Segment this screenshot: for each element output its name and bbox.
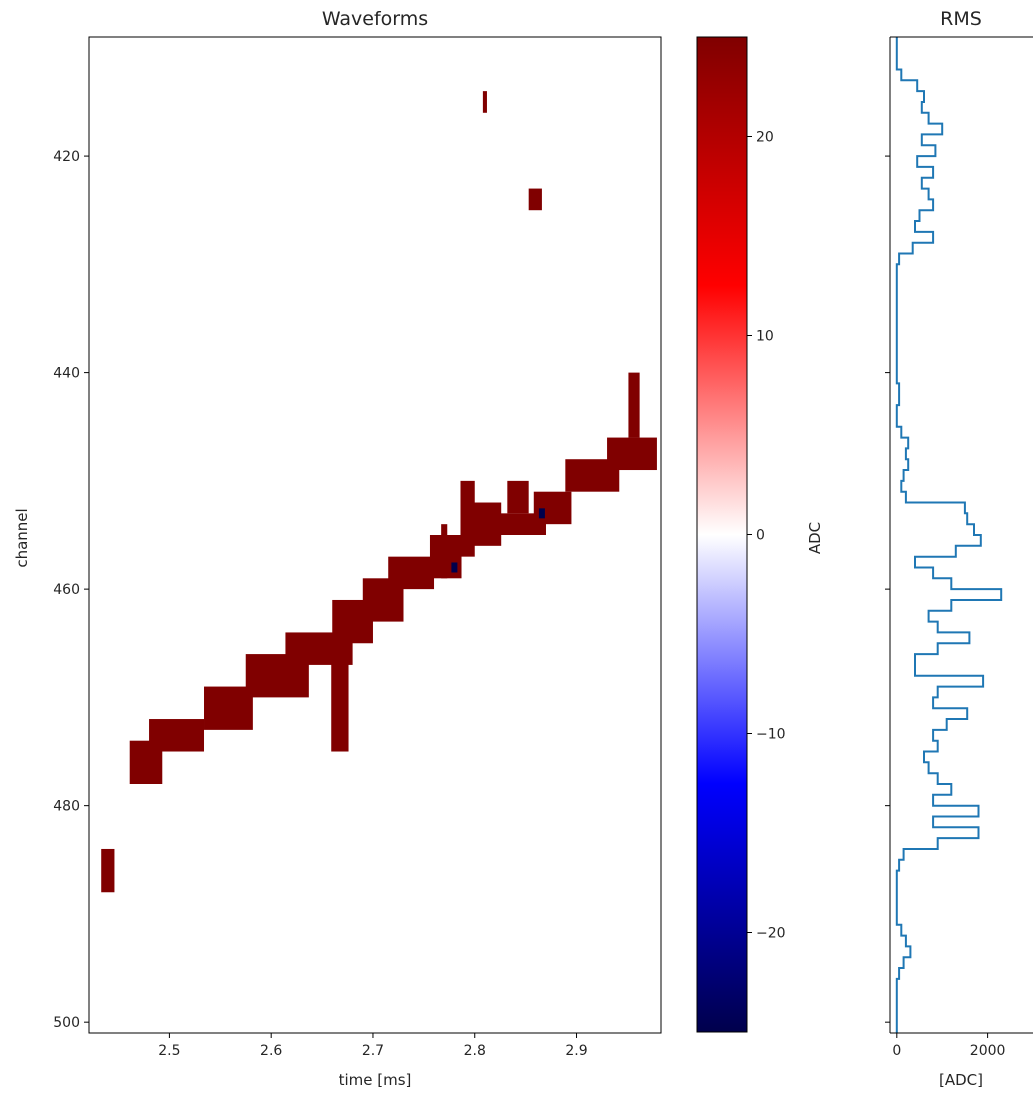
rms-series-line — [895, 37, 1003, 1033]
heatmap-layer — [101, 91, 657, 893]
waveforms-x-label: time [ms] — [339, 1071, 412, 1089]
colorbar-gradient — [696, 36, 748, 1033]
heatmap-region-4 — [149, 719, 205, 752]
waveforms-panel: 2.5 2.6 2.7 2.8 2.9 420 440 460 480 500 Waveform… — [13, 8, 662, 1089]
rms-x-ticks: 0 2000 — [892, 1033, 1005, 1059]
waveforms-y-tick-label: 460 — [53, 582, 80, 598]
heatmap-region-21 — [628, 372, 640, 438]
heatmap-region-1 — [528, 188, 542, 211]
waveforms-y-tick-label: 480 — [53, 799, 80, 815]
heatmap-region-9 — [331, 654, 349, 752]
heatmap-region-16 — [494, 513, 546, 535]
waveforms-y-ticks: 420 440 460 480 500 — [53, 149, 89, 1031]
waveforms-x-tick-label: 2.7 — [362, 1043, 384, 1059]
waveforms-y-tick-label: 440 — [53, 366, 80, 382]
waveforms-plot-area — [89, 37, 661, 1033]
rms-panel: 0 2000 RMS [ADC] — [885, 8, 1033, 1089]
rms-plot-area — [890, 37, 1033, 1033]
rms-title: RMS — [940, 8, 982, 30]
heatmap-region-17 — [507, 480, 529, 514]
heatmap-negative-point-0 — [451, 562, 458, 573]
colorbar-label: ADC — [806, 522, 824, 554]
waveforms-y-label: channel — [13, 508, 31, 567]
heatmap-region-11 — [388, 556, 435, 590]
rms-y-ticks — [885, 155, 890, 1023]
heatmap-region-18 — [533, 491, 572, 525]
rms-x-tick-label: 2000 — [970, 1043, 1006, 1059]
waveforms-y-tick-label: 500 — [53, 1015, 80, 1031]
heatmap-region-20 — [607, 437, 657, 471]
colorbar-tick-label: −20 — [756, 926, 786, 942]
heatmap-region-2 — [101, 848, 115, 893]
waveforms-x-tick-label: 2.8 — [464, 1043, 486, 1059]
waveforms-title: Waveforms — [322, 8, 428, 30]
colorbar-tick-label: −10 — [756, 727, 786, 743]
waveforms-frame — [88, 36, 662, 1034]
heatmap-region-14 — [460, 480, 475, 557]
colorbar-tick-label: 10 — [756, 329, 774, 345]
colorbar-tick-label: 20 — [756, 130, 774, 146]
rms-x-tick-label: 0 — [892, 1043, 901, 1059]
waveforms-x-tick-label: 2.9 — [565, 1043, 587, 1059]
heatmap-region-13 — [441, 524, 448, 579]
rms-x-label: [ADC] — [939, 1071, 983, 1089]
waveforms-x-tick-label: 2.5 — [158, 1043, 180, 1059]
colorbar-tick-label: 0 — [756, 528, 765, 544]
heatmap-region-0 — [482, 91, 487, 113]
heatmap-negative-point-1 — [538, 508, 545, 519]
waveforms-x-ticks: 2.5 2.6 2.7 2.8 2.9 — [158, 1033, 588, 1059]
colorbar: 20 10 0 −10 −20 ADC — [696, 36, 824, 1033]
waveforms-x-tick-label: 2.6 — [260, 1043, 282, 1059]
waveforms-y-tick-label: 420 — [53, 149, 80, 165]
colorbar-ticks: 20 10 0 −10 −20 — [747, 130, 786, 942]
heatmap-region-5 — [204, 686, 253, 730]
